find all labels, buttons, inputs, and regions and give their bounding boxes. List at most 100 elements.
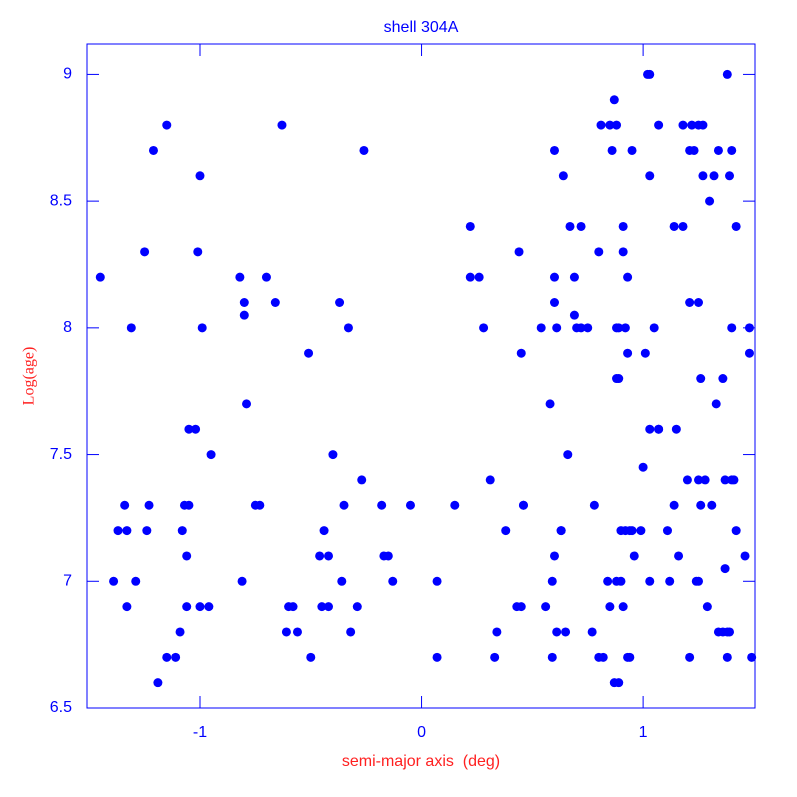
point bbox=[492, 627, 502, 637]
point bbox=[184, 500, 194, 510]
y-tick-label: 7 bbox=[63, 573, 72, 590]
point bbox=[700, 475, 710, 485]
point bbox=[432, 576, 442, 586]
point bbox=[565, 221, 575, 231]
point bbox=[671, 424, 681, 434]
point bbox=[576, 221, 586, 231]
point bbox=[607, 145, 617, 155]
point bbox=[235, 272, 245, 282]
point bbox=[148, 145, 158, 155]
point bbox=[281, 627, 291, 637]
point bbox=[654, 120, 664, 130]
point bbox=[237, 576, 247, 586]
point bbox=[479, 323, 489, 333]
point bbox=[731, 221, 741, 231]
point bbox=[359, 145, 369, 155]
point bbox=[713, 145, 723, 155]
point bbox=[323, 551, 333, 561]
x-axis-title: semi-major axis (deg) bbox=[342, 753, 500, 770]
point bbox=[144, 500, 154, 510]
point bbox=[383, 551, 393, 561]
point bbox=[618, 221, 628, 231]
point bbox=[603, 576, 613, 586]
point bbox=[195, 171, 205, 181]
point bbox=[587, 627, 597, 637]
point bbox=[288, 602, 298, 612]
point bbox=[609, 95, 619, 105]
point bbox=[662, 526, 672, 536]
point bbox=[629, 551, 639, 561]
y-tick-label: 8.5 bbox=[50, 192, 72, 209]
point bbox=[614, 323, 624, 333]
point bbox=[177, 526, 187, 536]
point bbox=[306, 652, 316, 662]
point bbox=[729, 475, 739, 485]
point bbox=[702, 602, 712, 612]
point bbox=[501, 526, 511, 536]
y-tick-label: 7.5 bbox=[50, 446, 72, 463]
point bbox=[694, 298, 704, 308]
point bbox=[685, 298, 695, 308]
point bbox=[346, 627, 356, 637]
x-tick-label: -1 bbox=[193, 724, 207, 741]
point bbox=[239, 298, 249, 308]
point bbox=[405, 500, 415, 510]
y-tick-label: 6.5 bbox=[50, 699, 72, 716]
point bbox=[171, 652, 181, 662]
y-tick-label: 8 bbox=[63, 319, 72, 336]
point bbox=[556, 526, 566, 536]
x-tick-label: 1 bbox=[639, 724, 648, 741]
point bbox=[561, 627, 571, 637]
point bbox=[343, 323, 353, 333]
point bbox=[377, 500, 387, 510]
point bbox=[242, 399, 252, 409]
point bbox=[678, 221, 688, 231]
chart-title: shell 304A bbox=[384, 19, 459, 36]
point bbox=[195, 602, 205, 612]
point bbox=[720, 564, 730, 574]
point bbox=[594, 247, 604, 257]
point bbox=[126, 323, 136, 333]
point bbox=[184, 424, 194, 434]
point bbox=[191, 424, 201, 434]
point bbox=[197, 323, 207, 333]
plot-frame bbox=[86, 43, 756, 709]
point bbox=[552, 627, 562, 637]
point bbox=[541, 602, 551, 612]
point bbox=[317, 602, 327, 612]
point bbox=[549, 551, 559, 561]
point bbox=[122, 526, 132, 536]
point bbox=[315, 551, 325, 561]
point bbox=[687, 120, 697, 130]
point bbox=[388, 576, 398, 586]
point bbox=[516, 348, 526, 358]
point bbox=[694, 475, 704, 485]
point bbox=[182, 602, 192, 612]
point bbox=[618, 247, 628, 257]
point bbox=[709, 171, 719, 181]
point bbox=[131, 576, 141, 586]
point bbox=[718, 374, 728, 384]
point bbox=[707, 500, 717, 510]
point bbox=[270, 298, 280, 308]
point bbox=[744, 323, 754, 333]
point bbox=[696, 500, 706, 510]
point bbox=[678, 120, 688, 130]
point bbox=[547, 652, 557, 662]
point bbox=[654, 424, 664, 434]
point bbox=[162, 652, 172, 662]
point bbox=[292, 627, 302, 637]
point bbox=[450, 500, 460, 510]
point bbox=[669, 221, 679, 231]
point bbox=[589, 500, 599, 510]
point bbox=[696, 374, 706, 384]
point bbox=[725, 627, 735, 637]
point bbox=[583, 323, 593, 333]
point bbox=[304, 348, 314, 358]
point bbox=[725, 171, 735, 181]
point bbox=[625, 652, 635, 662]
point bbox=[694, 576, 704, 586]
point bbox=[323, 602, 333, 612]
